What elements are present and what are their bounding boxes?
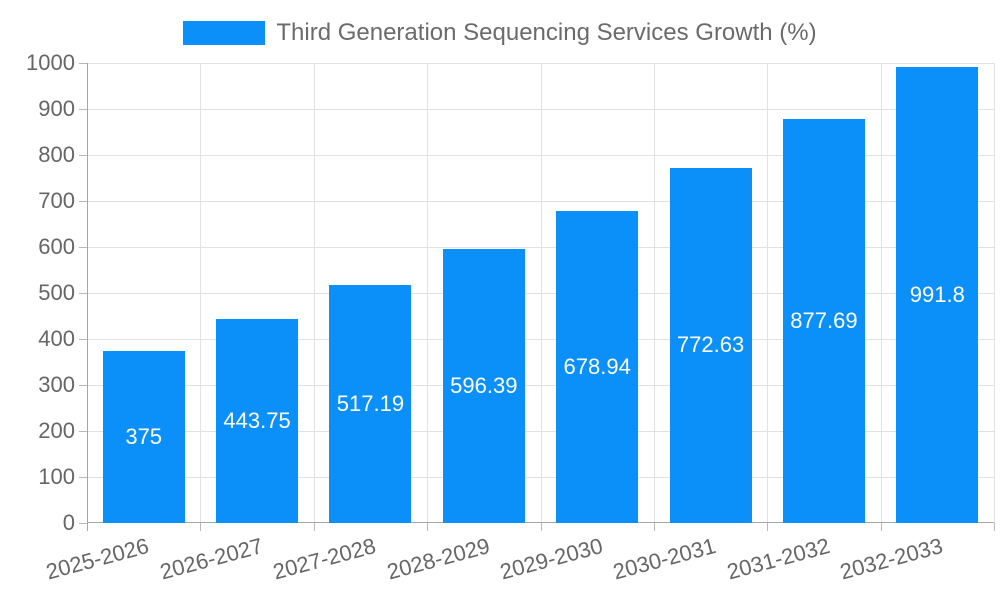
y-axis-label: 100: [38, 464, 75, 489]
x-gridline: [540, 63, 542, 523]
x-axis-label: 2031-2032: [724, 533, 833, 585]
x-tick: [313, 523, 315, 531]
y-tick: [79, 63, 87, 64]
y-axis-label: 800: [38, 142, 75, 167]
x-axis-label: 2026-2027: [157, 533, 266, 585]
x-gridline: [767, 63, 769, 523]
y-tick: [79, 155, 87, 156]
x-gridline: [653, 63, 655, 523]
y-tick: [79, 293, 87, 294]
y-tick: [79, 339, 87, 340]
x-axis-label: 2032-2033: [837, 533, 946, 585]
plot-area: 0 100 200 300 400 500 600 700 800 900 1000 375 443.7…: [26, 52, 995, 584]
y-tick: [79, 523, 87, 524]
y-axis-label: 600: [38, 234, 75, 259]
legend-swatch: [183, 21, 266, 45]
x-gridline: [994, 63, 995, 523]
bar-value-label: 517.19: [336, 391, 405, 417]
y-axis-line: [87, 63, 88, 531]
x-tick: [994, 523, 995, 531]
bar[interactable]: 443.75: [216, 318, 299, 523]
x-axis-line: [87, 522, 994, 523]
y-tick: [79, 109, 87, 110]
x-gridline: [427, 63, 429, 523]
bar[interactable]: 991.8: [896, 66, 979, 523]
x-gridline: [880, 63, 882, 523]
x-axis-label: 2025-2026: [43, 533, 152, 585]
bar-value-label: 678.94: [563, 353, 631, 379]
legend[interactable]: Third Generation Sequencing Services Gro…: [0, 19, 1000, 47]
x-axis-label: 2030-2031: [610, 533, 719, 585]
bar-value-label: 596.39: [450, 372, 518, 398]
x-tick: [653, 523, 655, 531]
y-tick: [79, 247, 87, 248]
x-tick: [540, 523, 542, 531]
y-axis-label: 400: [38, 326, 75, 351]
y-tick: [79, 477, 87, 478]
bar-value-label: 375: [125, 423, 163, 449]
y-tick: [79, 431, 87, 432]
x-gridline: [313, 63, 315, 523]
y-axis-label: 300: [38, 372, 75, 397]
bar-value-label: 877.69: [790, 308, 858, 334]
chart-title: Third Generation Sequencing Services Gro…: [276, 19, 817, 46]
x-axis-label: 2028-2029: [383, 533, 493, 585]
bar[interactable]: 596.39: [442, 248, 525, 523]
bar[interactable]: 678.94: [556, 210, 639, 523]
x-tick: [880, 523, 882, 531]
x-axis-label: 2029-2030: [497, 533, 606, 585]
bar[interactable]: 877.69: [782, 119, 865, 523]
x-axis-label: 2027-2028: [270, 533, 379, 585]
x-tick: [427, 523, 429, 531]
bar-value-label: 991.8: [909, 281, 965, 307]
y-axis-label: 700: [38, 188, 75, 213]
bar-value-label: 443.75: [223, 407, 291, 433]
bar[interactable]: 772.63: [669, 167, 752, 523]
y-axis-label: 200: [38, 418, 75, 443]
y-axis-label: 500: [38, 280, 75, 305]
bar[interactable]: 375: [102, 350, 185, 523]
bar[interactable]: 517.19: [329, 285, 412, 523]
y-axis-label: 900: [38, 96, 75, 121]
x-tick: [767, 523, 769, 531]
y-axis-label: 1000: [26, 50, 75, 75]
y-tick: [79, 385, 87, 386]
x-tick: [200, 523, 202, 531]
bar-value-label: 772.63: [676, 332, 745, 358]
x-gridline: [200, 63, 202, 523]
y-axis-label: 0: [62, 510, 75, 535]
y-tick: [79, 201, 87, 202]
